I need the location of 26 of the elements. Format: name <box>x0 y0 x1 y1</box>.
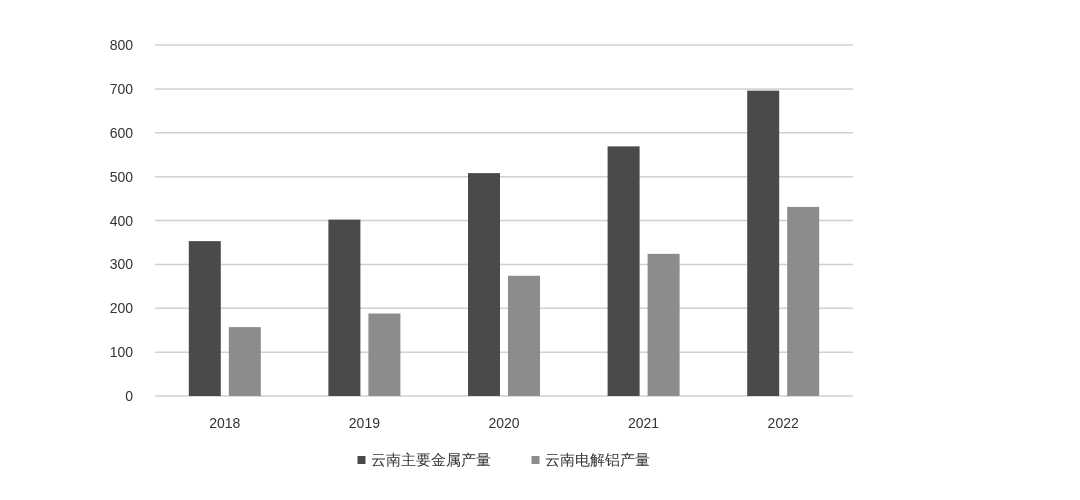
y-tick-label: 700 <box>109 80 134 97</box>
bar <box>747 90 780 396</box>
x-tick-label: 2018 <box>209 415 241 431</box>
bar <box>328 219 361 396</box>
y-tick-label: 400 <box>109 212 134 229</box>
y-tick-label: 300 <box>109 256 134 273</box>
y-tick-label: 500 <box>109 168 134 185</box>
bar <box>508 275 540 396</box>
y-tick-label: 0 <box>125 388 134 404</box>
y-tick-label: 100 <box>109 344 134 361</box>
y-tick-label: 800 <box>109 37 134 53</box>
x-tick-label: 2020 <box>488 415 520 431</box>
bar <box>607 146 640 396</box>
y-tick-label: 600 <box>109 124 134 141</box>
bar <box>368 313 401 396</box>
bar <box>787 206 820 396</box>
bar <box>188 241 221 396</box>
x-tick-label: 2021 <box>628 415 660 431</box>
legend-label: 云南主要金属产量 <box>370 451 491 468</box>
y-tick-label: 200 <box>109 300 134 317</box>
legend-label: 云南电解铝产量 <box>544 451 650 468</box>
bar <box>228 327 261 396</box>
x-tick-label: 2022 <box>767 415 799 431</box>
bar <box>468 173 500 396</box>
bar <box>647 253 680 396</box>
x-tick-label: 2019 <box>348 415 381 431</box>
